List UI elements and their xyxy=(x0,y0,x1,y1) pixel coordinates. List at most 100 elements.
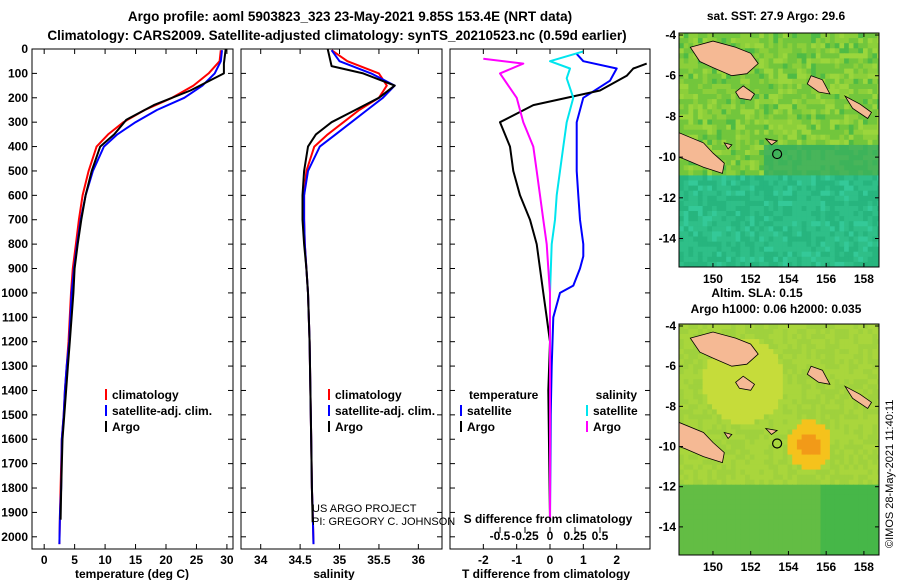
field-cell xyxy=(707,216,713,222)
field-cell xyxy=(740,364,746,370)
field-cell xyxy=(834,534,840,541)
land-polygon xyxy=(735,85,756,101)
field-cell xyxy=(735,109,741,115)
field-cell xyxy=(778,379,784,385)
field-cell xyxy=(792,329,798,335)
field-cell xyxy=(792,494,798,501)
field-cell xyxy=(721,404,727,410)
field-cell xyxy=(759,489,765,496)
field-cell xyxy=(730,374,737,380)
field-cell xyxy=(867,389,873,395)
field-cell xyxy=(759,89,765,95)
field-cell xyxy=(820,134,826,141)
field-cell xyxy=(759,129,765,136)
field-cell xyxy=(806,206,812,212)
field-cell xyxy=(749,160,756,166)
field-cell xyxy=(688,364,694,370)
lon-tick-label: 152 xyxy=(741,560,761,574)
y-tick-label: 100 xyxy=(8,66,28,80)
field-cell xyxy=(697,359,704,365)
field-cell xyxy=(877,170,879,176)
field-cell xyxy=(730,155,737,161)
field-cell xyxy=(858,449,864,456)
field-cell xyxy=(745,134,751,141)
field-cell xyxy=(844,509,850,516)
field-cell xyxy=(848,369,855,375)
field-cell xyxy=(825,484,831,491)
field-cell xyxy=(806,267,811,273)
field-cell xyxy=(792,449,798,456)
field-cell xyxy=(763,134,770,141)
field-cell xyxy=(796,83,803,90)
field-cell xyxy=(815,114,822,121)
field-cell xyxy=(801,78,807,85)
field-cell xyxy=(726,104,732,110)
field-cell xyxy=(763,384,770,390)
field-cell xyxy=(796,424,803,430)
field-cell xyxy=(853,545,859,551)
field-cell xyxy=(716,104,722,110)
field-cell xyxy=(712,509,718,516)
field-cell xyxy=(811,449,817,456)
field-cell xyxy=(735,534,741,541)
field-cell xyxy=(726,384,732,390)
field-cell xyxy=(844,119,850,126)
field-cell xyxy=(730,439,737,446)
field-cell xyxy=(796,389,803,395)
field-cell xyxy=(768,63,774,70)
field-cell xyxy=(848,94,855,100)
field-cell xyxy=(848,484,855,491)
field-cell xyxy=(735,190,741,197)
field-cell xyxy=(792,190,798,197)
field-cell xyxy=(726,374,732,380)
field-cell xyxy=(806,489,812,496)
field-cell xyxy=(806,53,812,59)
land-polygon xyxy=(764,138,779,146)
field-cell xyxy=(796,63,803,70)
field-cell xyxy=(683,454,689,461)
field-cell xyxy=(754,33,760,39)
field-cell xyxy=(848,200,855,207)
field-cell xyxy=(811,226,817,232)
field-cell xyxy=(768,38,774,44)
field-cell xyxy=(778,424,784,430)
field-cell xyxy=(867,334,873,340)
field-cell xyxy=(829,550,836,555)
field-cell xyxy=(872,190,878,197)
field-cell xyxy=(796,339,803,345)
field-cell xyxy=(745,246,751,253)
field-cell xyxy=(872,409,878,415)
field-cell xyxy=(848,449,855,456)
field-cell xyxy=(679,129,685,136)
field-cell xyxy=(721,78,727,85)
field-cell xyxy=(782,134,789,141)
field-cell xyxy=(858,175,864,182)
field-cell xyxy=(858,364,864,370)
field-cell xyxy=(740,404,746,410)
field-cell xyxy=(688,63,694,70)
field-cell xyxy=(867,114,873,121)
field-cell xyxy=(858,114,864,121)
field-cell xyxy=(683,379,689,385)
field-cell xyxy=(834,58,840,65)
field-cell xyxy=(707,384,713,390)
field-cell xyxy=(872,134,878,141)
field-cell xyxy=(848,424,855,430)
field-cell xyxy=(702,216,708,222)
field-cell xyxy=(778,221,784,227)
field-cell xyxy=(806,459,812,466)
field-cell xyxy=(820,124,826,131)
field-cell xyxy=(792,484,798,491)
field-cell xyxy=(702,539,708,546)
field-cell xyxy=(801,53,807,59)
field-cell xyxy=(853,53,859,59)
field-cell xyxy=(679,89,685,95)
field-cell xyxy=(811,404,817,410)
field-cell xyxy=(754,109,760,115)
field-cell xyxy=(716,419,722,425)
field-cell xyxy=(768,216,774,222)
field-cell xyxy=(759,236,765,243)
field-cell xyxy=(693,63,699,70)
field-cell xyxy=(853,180,859,187)
field-cell xyxy=(858,33,864,39)
